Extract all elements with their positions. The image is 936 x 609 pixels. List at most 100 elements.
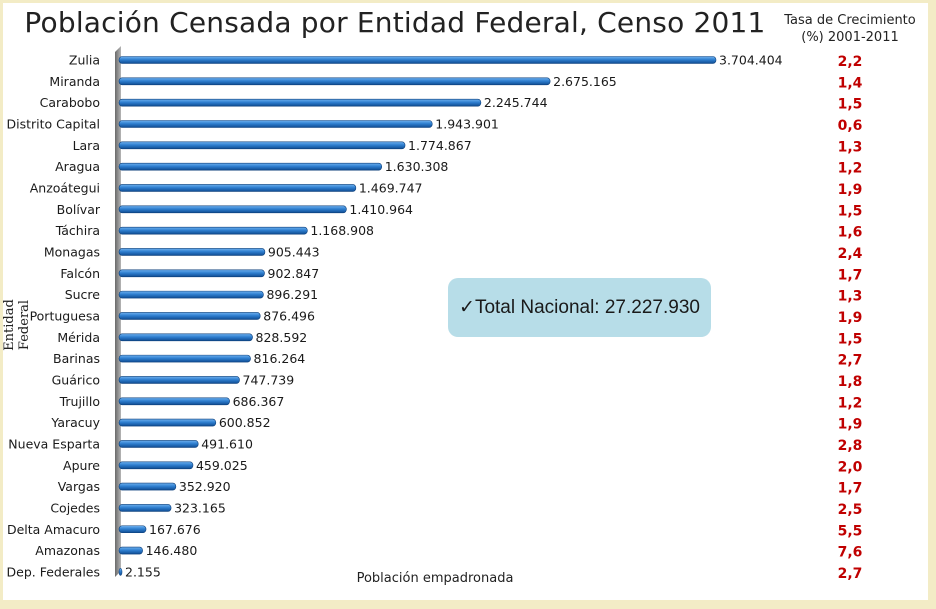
- value-label: 459.025: [196, 458, 248, 473]
- bar: [118, 482, 177, 491]
- growth-rate-value: 1,3: [838, 139, 863, 155]
- category-label: Cojedes: [50, 500, 100, 515]
- value-label: 2.155: [125, 564, 161, 579]
- category-label: Nueva Esparta: [8, 436, 100, 451]
- category-label: Zulia: [69, 53, 100, 68]
- bar: [118, 226, 308, 235]
- bar: [118, 184, 357, 192]
- value-label: 167.676: [149, 522, 201, 537]
- value-label: 816.264: [254, 351, 306, 366]
- growth-rate-value: 1,3: [838, 289, 863, 305]
- category-label: Distrito Capital: [7, 116, 100, 131]
- check-icon: ✓: [459, 297, 475, 318]
- growth-rate-value: 1,9: [838, 182, 863, 198]
- bar: [118, 546, 143, 555]
- total-national-text: Total Nacional: 27.227.930: [474, 296, 700, 318]
- bar: [118, 248, 266, 256]
- growth-rate-value: 2,7: [838, 353, 863, 369]
- value-label: 902.847: [268, 266, 320, 281]
- category-label: Anzoátegui: [30, 180, 100, 195]
- category-label: Portuguesa: [30, 308, 100, 323]
- bar: [118, 120, 433, 128]
- bar: [118, 440, 199, 448]
- bar: [118, 162, 383, 171]
- growth-rate-header-line1: Tasa de Crecimiento: [784, 13, 916, 28]
- category-label: Mérida: [57, 330, 100, 345]
- growth-rate-header: Tasa de Crecimiento (%) 2001-2011: [780, 12, 920, 46]
- value-label: 1.410.964: [349, 202, 413, 217]
- bar: [118, 269, 265, 278]
- category-label: Dep. Federales: [7, 564, 101, 579]
- bar: [118, 504, 172, 512]
- bar: [118, 568, 123, 576]
- bar: [118, 312, 261, 320]
- bar: [118, 56, 717, 64]
- bar: [118, 290, 264, 299]
- value-label: 747.739: [243, 372, 295, 387]
- growth-rate-value: 1,7: [838, 267, 863, 283]
- bar: [118, 397, 230, 406]
- category-label: Bolívar: [57, 202, 101, 217]
- growth-rate-value: 1,9: [838, 310, 863, 326]
- bar: [118, 98, 482, 107]
- value-label: 491.610: [201, 436, 253, 451]
- category-label: Miranda: [49, 74, 100, 89]
- value-label: 146.480: [146, 543, 198, 558]
- bar: [118, 418, 217, 427]
- value-label: 2.245.744: [484, 95, 548, 110]
- category-label: Amazonas: [35, 543, 100, 558]
- growth-rate-value: 0,6: [838, 118, 863, 134]
- category-label: Apure: [63, 458, 100, 473]
- growth-rate-value: 1,2: [838, 161, 863, 177]
- growth-rate-value: 1,6: [838, 225, 863, 241]
- growth-rate-value: 1,8: [838, 374, 863, 390]
- category-label: Guárico: [52, 372, 100, 387]
- chart-title: Población Censada por Entidad Federal, C…: [24, 6, 766, 39]
- value-label: 1.774.867: [408, 138, 472, 153]
- value-label: 3.704.404: [719, 53, 783, 68]
- growth-rate-value: 1,7: [838, 481, 863, 497]
- growth-rate-value: 2,4: [838, 246, 863, 262]
- category-label: Yaracuy: [50, 415, 100, 430]
- bar: [118, 376, 240, 384]
- category-label: Táchira: [55, 223, 100, 238]
- growth-rate-value: 1,2: [838, 395, 863, 411]
- bar: [118, 205, 347, 214]
- growth-rate-value: 7,6: [838, 545, 863, 561]
- value-label: 323.165: [174, 500, 226, 515]
- growth-rate-value: 2,0: [838, 459, 863, 475]
- value-label: 1.943.901: [435, 116, 499, 131]
- value-label: 2.675.165: [553, 74, 617, 89]
- category-label: Monagas: [44, 244, 100, 259]
- value-label: 686.367: [233, 394, 285, 409]
- total-national-box: ✓ Total Nacional: 27.227.930: [448, 278, 711, 337]
- growth-rate-value: 2,7: [838, 566, 863, 582]
- category-label: Sucre: [65, 287, 101, 302]
- growth-rate-value: 1,5: [838, 331, 863, 347]
- x-axis-label: Población empadronada: [356, 571, 514, 586]
- category-label: Delta Amacuro: [7, 522, 100, 537]
- growth-rate-value: 1,4: [838, 75, 863, 91]
- growth-rate-value: 2,5: [838, 502, 863, 518]
- value-label: 896.291: [266, 287, 318, 302]
- growth-rate-value: 5,5: [838, 523, 863, 539]
- category-label: Barinas: [53, 351, 100, 366]
- value-label: 1.630.308: [385, 159, 449, 174]
- growth-rate-value: 2,8: [838, 438, 863, 454]
- value-label: 905.443: [268, 244, 320, 259]
- bar: [118, 77, 551, 86]
- growth-rate-value: 1,5: [838, 203, 863, 219]
- value-label: 600.852: [219, 415, 271, 430]
- bar: [118, 141, 406, 150]
- bar: [118, 461, 194, 470]
- value-label: 828.592: [256, 330, 308, 345]
- category-label: Lara: [73, 138, 100, 153]
- value-label: 876.496: [263, 308, 315, 323]
- bar: [118, 333, 253, 342]
- growth-rate-value: 1,9: [838, 417, 863, 433]
- category-label: Vargas: [58, 479, 100, 494]
- bar: [118, 354, 251, 363]
- value-label: 352.920: [179, 479, 231, 494]
- bar: [118, 525, 147, 534]
